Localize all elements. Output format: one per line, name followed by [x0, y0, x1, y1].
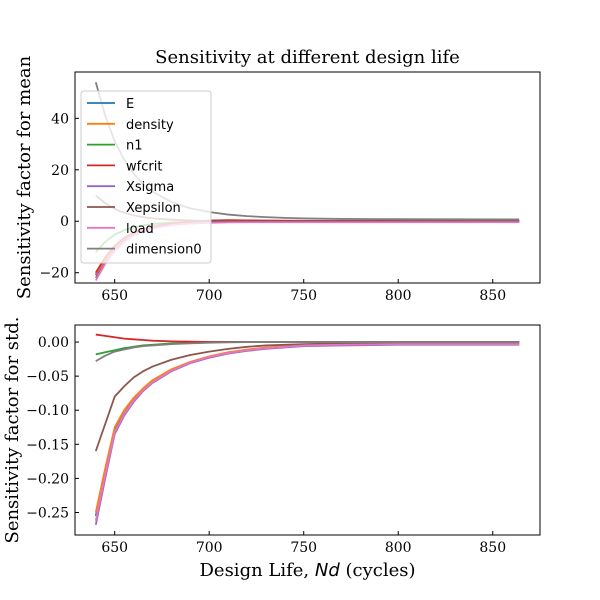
- y-axis-label: Sensitivity factor for std.: [2, 316, 23, 543]
- x-tick-label: 750: [290, 540, 317, 556]
- x-tick-label: 800: [385, 288, 412, 304]
- y-tick-label: 0.00: [38, 335, 69, 351]
- legend-item-wfcrit: wfcrit: [87, 159, 162, 174]
- series-line-e: [94, 343, 520, 517]
- legend-item-load: load: [87, 222, 154, 237]
- x-tick-label: 800: [385, 540, 412, 556]
- x-axis-label-symbol: Nd: [315, 560, 340, 581]
- legend-label: density: [126, 118, 174, 133]
- x-tick-label: 750: [290, 288, 317, 304]
- series-lines: [94, 333, 520, 525]
- x-tick-label: 850: [479, 288, 506, 304]
- legend-label: Xsigma: [126, 180, 174, 195]
- legend-item-e: E: [87, 97, 134, 112]
- series-line-dimension0: [95, 341, 520, 362]
- x-tick-label: 650: [101, 288, 128, 304]
- series-line-wfcrit: [95, 333, 520, 343]
- x-axis-label-suffix: (cycles): [340, 560, 416, 581]
- y-tick-label: −0.10: [26, 403, 69, 419]
- legend-label: wfcrit: [126, 159, 162, 174]
- legend-label: dimension0: [126, 243, 202, 258]
- series-line-density: [94, 343, 520, 513]
- legend-label: Xepsilon: [126, 201, 181, 216]
- x-tick-label: 700: [196, 288, 223, 304]
- y-tick-label: 40: [51, 111, 69, 127]
- std-sensitivity-panel: 650 700 750 800 850 −0.25 −0.20 −0.15 −0.10 −0.05…: [2, 316, 541, 556]
- x-axis-label-prefix: Design Life,: [199, 560, 314, 581]
- legend-item-xepsilon: Xepsilon: [87, 201, 181, 216]
- legend-item-n1: n1: [87, 139, 143, 154]
- y-tick-label: −0.25: [26, 506, 69, 522]
- series-line-xepsilon: [94, 341, 520, 452]
- y-tick-label: −0.15: [26, 437, 69, 453]
- legend-item-dimension0: dimension0: [87, 243, 202, 258]
- legend-label: E: [126, 97, 134, 112]
- y-tick-label: 0: [60, 214, 69, 230]
- mean-sensitivity-panel: 650 700 750 800 850 −20 0 20 40 Sensitivity facto…: [14, 55, 541, 304]
- legend-item-xsigma: Xsigma: [87, 180, 174, 195]
- x-tick-label: 700: [196, 540, 223, 556]
- series-line-xsigma: [94, 343, 520, 525]
- x-tick-label: 650: [101, 540, 128, 556]
- y-tick-label: −0.20: [26, 471, 69, 487]
- x-tick-label: 850: [479, 540, 506, 556]
- figure-title: Sensitivity at different design life: [155, 47, 460, 68]
- legend-label: n1: [126, 139, 143, 154]
- axes-frame: [74, 324, 541, 536]
- y-tick-label: −0.05: [26, 369, 69, 385]
- x-axis-label: Design Life, Nd (cycles): [199, 560, 415, 581]
- legend-box: [80, 90, 212, 264]
- series-line-load: [94, 343, 520, 521]
- legend-label: load: [126, 222, 154, 237]
- legend-item-density: density: [87, 118, 174, 133]
- y-tick-label: −20: [39, 266, 69, 282]
- y-tick-label: 20: [51, 163, 69, 179]
- y-axis-label: Sensitivity factor for mean: [14, 55, 35, 299]
- axes-frame: [74, 71, 541, 284]
